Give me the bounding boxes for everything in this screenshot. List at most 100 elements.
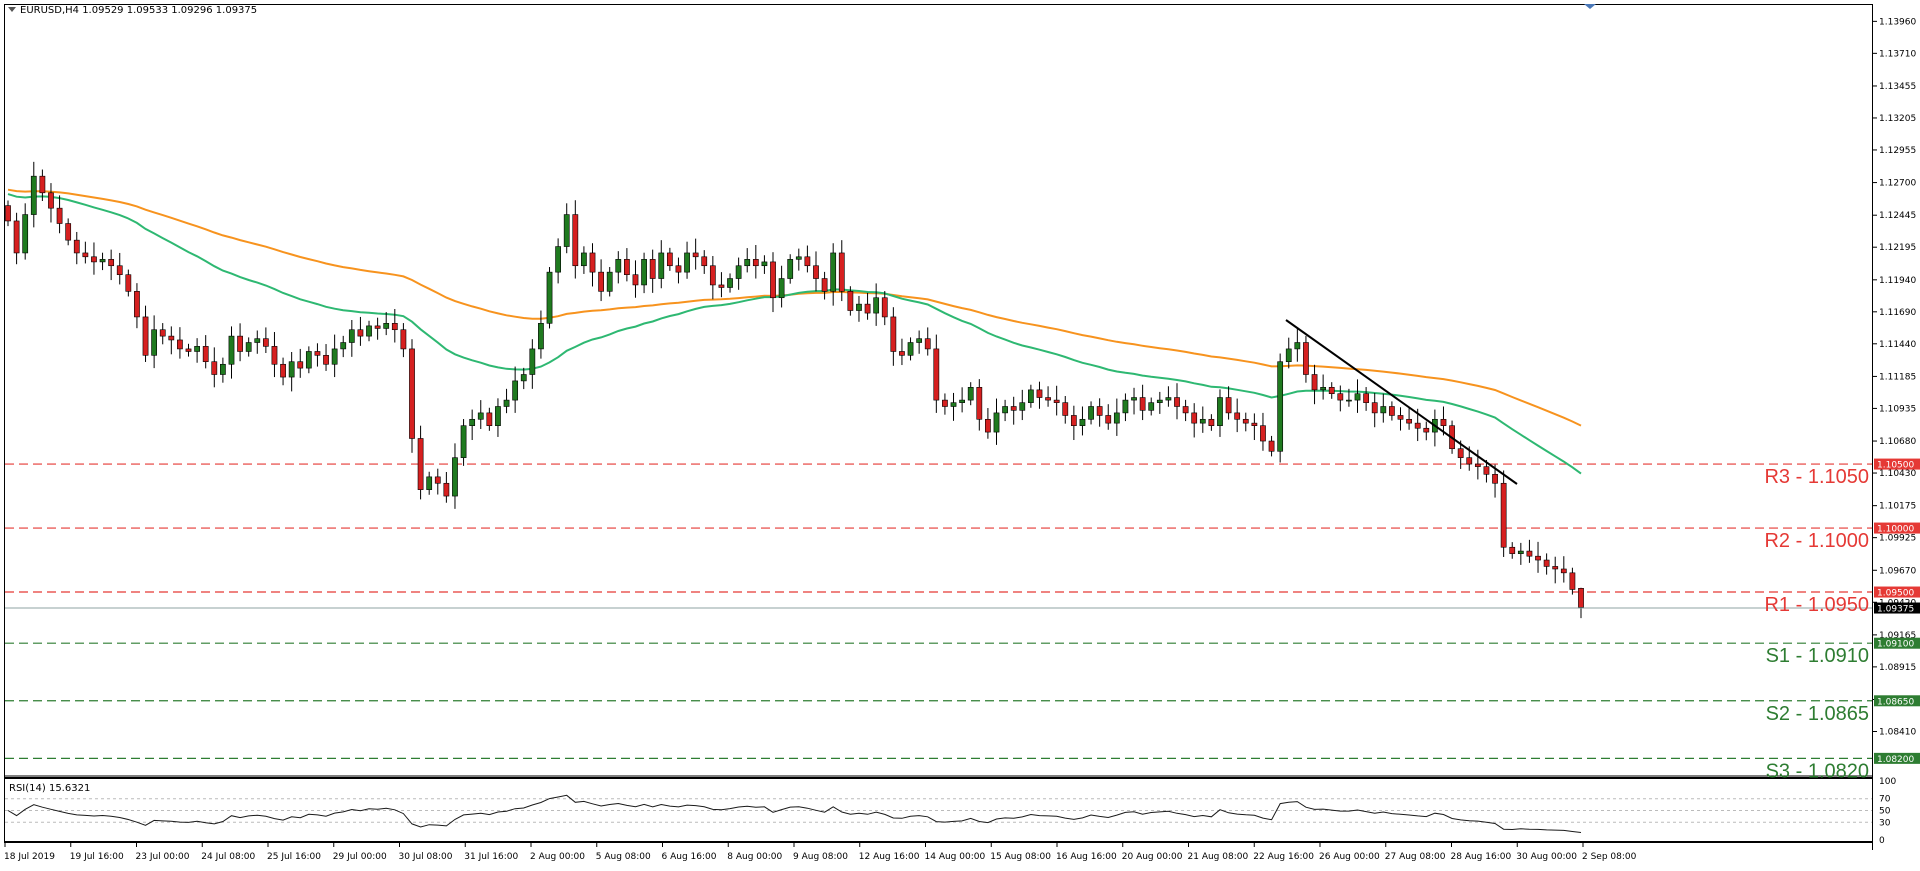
price-tick-label: 1.13710 bbox=[1879, 49, 1916, 59]
candle-body bbox=[512, 380, 519, 401]
candle-body bbox=[1277, 361, 1284, 452]
sr-level-labels: R3 - 1.1050 R2 - 1.1000 R1 - 1.0950 S1 - 1.… bbox=[1764, 466, 1869, 782]
candle-body bbox=[331, 348, 338, 365]
candle-body bbox=[555, 246, 561, 273]
candle-body bbox=[99, 259, 106, 263]
candle-body bbox=[1328, 387, 1335, 394]
candle-body bbox=[1096, 406, 1103, 416]
candle-body bbox=[1174, 397, 1180, 407]
candle-body bbox=[1131, 397, 1137, 401]
candle-body bbox=[718, 284, 725, 288]
candle-body bbox=[434, 476, 441, 484]
candle-body bbox=[503, 399, 510, 407]
level-label-support: S3 - 1.0820 bbox=[1766, 760, 1869, 782]
candle-body bbox=[1019, 402, 1026, 411]
time-tick-label: 27 Aug 08:00 bbox=[1385, 852, 1446, 862]
time-tick-label: 2 Sep 08:00 bbox=[1582, 852, 1637, 862]
price-tick-label: 1.08410 bbox=[1879, 727, 1916, 737]
candle-body bbox=[959, 399, 965, 403]
candle-body bbox=[348, 329, 355, 343]
candle-body bbox=[598, 271, 604, 292]
candle-body bbox=[581, 252, 587, 267]
candle-body bbox=[1251, 422, 1258, 426]
level-label-support: S1 - 1.0910 bbox=[1766, 645, 1869, 667]
candle-body bbox=[151, 329, 158, 356]
candle-body bbox=[864, 303, 871, 314]
time-tick-label: 18 Jul 2019 bbox=[4, 852, 55, 862]
candle-body bbox=[443, 482, 450, 497]
candle-body bbox=[967, 387, 974, 401]
candle-body bbox=[1165, 397, 1172, 401]
time-tick-label: 12 Aug 16:00 bbox=[859, 852, 920, 862]
candle-body bbox=[1406, 418, 1412, 424]
candle-body bbox=[632, 274, 639, 286]
candle-body bbox=[1260, 425, 1266, 442]
candle-body bbox=[529, 348, 536, 375]
candle-body bbox=[881, 297, 888, 318]
candle-body bbox=[1079, 418, 1086, 426]
candle-body bbox=[735, 265, 742, 279]
candle-body bbox=[1492, 474, 1498, 484]
candle-body bbox=[1509, 546, 1516, 554]
candle-body bbox=[1320, 387, 1327, 391]
candle-body bbox=[606, 271, 613, 292]
candle-body bbox=[340, 342, 347, 350]
price-tick-label: 1.12955 bbox=[1879, 146, 1916, 156]
candle-body bbox=[727, 278, 733, 288]
candle-body bbox=[624, 259, 630, 276]
candle-body bbox=[1217, 397, 1223, 426]
price-tick-label: 1.11690 bbox=[1879, 308, 1916, 318]
candle-body bbox=[1517, 550, 1524, 554]
candle-body bbox=[168, 335, 175, 341]
candle-body bbox=[202, 346, 209, 363]
level-label-resistance: R1 - 1.0950 bbox=[1764, 594, 1869, 616]
symbol-header: EURUSD,H4 1.09529 1.09533 1.09296 1.0937… bbox=[20, 5, 257, 16]
candle-body bbox=[39, 175, 46, 194]
candle-body bbox=[942, 399, 948, 407]
candle-body bbox=[1569, 572, 1576, 590]
candle-body bbox=[116, 265, 123, 276]
level-tag-bg bbox=[1874, 522, 1920, 534]
descending-trendline[interactable] bbox=[1285, 319, 1518, 485]
candle-body bbox=[684, 252, 690, 273]
level-tag-bg bbox=[1874, 458, 1920, 470]
candle-body bbox=[460, 425, 467, 458]
candle-body bbox=[194, 346, 200, 352]
candle-body bbox=[134, 291, 140, 318]
candle-body bbox=[804, 256, 811, 267]
level-tag-bg bbox=[1874, 586, 1920, 598]
time-tick-label: 2 Aug 00:00 bbox=[530, 852, 585, 862]
collapse-triangle-icon[interactable] bbox=[8, 7, 16, 12]
candle-body bbox=[993, 412, 1000, 433]
candle-body bbox=[477, 412, 484, 420]
candle-body bbox=[1294, 342, 1301, 350]
candle-body bbox=[1535, 555, 1541, 561]
candle-body bbox=[56, 207, 63, 224]
chart-shift-marker-icon[interactable] bbox=[1584, 4, 1596, 9]
current-price-tag: 1.09375 bbox=[1874, 602, 1920, 615]
candle-body bbox=[924, 338, 931, 350]
candle-body bbox=[254, 338, 261, 343]
time-tick-label: 24 Jul 08:00 bbox=[201, 852, 255, 862]
candle-body bbox=[1113, 412, 1120, 424]
current-price-tag-text: 1.09375 bbox=[1877, 605, 1914, 615]
time-tick-label: 16 Aug 16:00 bbox=[1056, 852, 1117, 862]
candle-body bbox=[142, 316, 149, 356]
candle-body bbox=[1242, 418, 1249, 424]
candle-body bbox=[1337, 393, 1344, 401]
candle-body bbox=[813, 265, 819, 279]
sr-levels bbox=[5, 463, 1872, 759]
candle-body bbox=[1191, 412, 1198, 424]
candle-body bbox=[1483, 466, 1490, 475]
candle-body bbox=[1199, 418, 1206, 424]
candle-body bbox=[761, 261, 768, 267]
candle-body bbox=[709, 265, 716, 286]
candle-body bbox=[1371, 402, 1378, 414]
candle-body bbox=[1028, 389, 1034, 403]
candle-body bbox=[366, 325, 372, 337]
candle-body bbox=[1363, 393, 1369, 403]
candle-body bbox=[916, 338, 923, 343]
candle-body bbox=[452, 457, 458, 497]
candle-body bbox=[1268, 440, 1275, 452]
